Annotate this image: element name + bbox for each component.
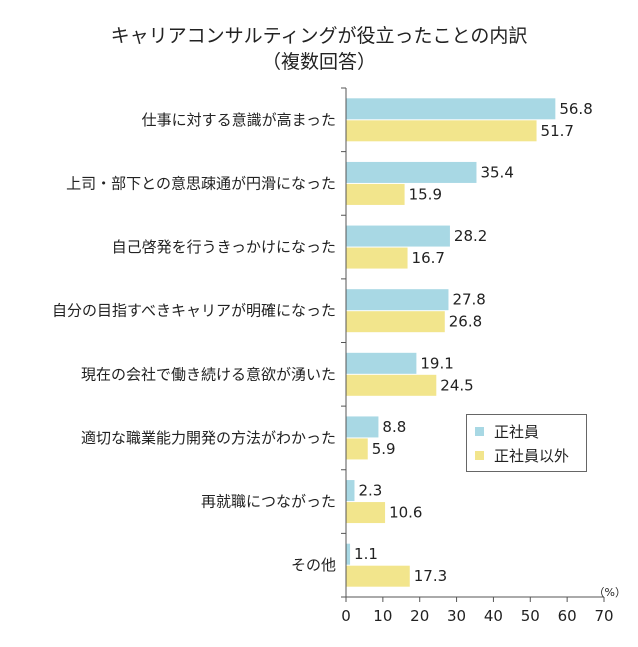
bar-series-1 — [346, 311, 445, 333]
x-tick-label: 20 — [410, 607, 429, 625]
data-label-series-0: 56.8 — [559, 100, 592, 118]
data-label-series-1: 17.3 — [414, 567, 447, 585]
category-label: 自己啓発を行うきっかけになった — [112, 238, 336, 256]
labels-layer: 仕事に対する意識が高まった 56.8 51.7 上司・部下との意思疎通が円滑になった 3… — [52, 100, 626, 625]
x-tick-label: 30 — [447, 607, 466, 625]
bar-series-1 — [346, 565, 410, 587]
bar-series-0 — [346, 480, 355, 502]
bar-series-0 — [346, 98, 556, 120]
category-label: 現在の会社で働き続ける意欲が湧いた — [81, 365, 336, 383]
data-label-series-1: 24.5 — [440, 376, 473, 394]
category-label: 適切な職業能力開発の方法がわかった — [81, 429, 336, 447]
category-label: 自分の目指すべきキャリアが明確になった — [52, 302, 336, 320]
data-label-series-1: 16.7 — [412, 249, 445, 267]
bar-series-1 — [346, 374, 437, 396]
bar-series-0 — [346, 289, 449, 311]
category-label: 上司・部下との意思疎通が円滑になった — [66, 174, 336, 192]
data-label-series-1: 5.9 — [372, 440, 396, 458]
bar-series-1 — [346, 120, 537, 142]
x-tick-label: 60 — [558, 607, 577, 625]
data-label-series-0: 35.4 — [480, 163, 513, 181]
chart-title: キャリアコンサルティングが役立ったことの内訳 — [110, 25, 528, 47]
data-label-series-0: 8.8 — [382, 418, 406, 436]
bar-series-0 — [346, 543, 351, 565]
category-label: 再就職につながった — [201, 493, 336, 511]
bar-series-1 — [346, 502, 386, 524]
x-tick-label: 0 — [341, 607, 351, 625]
bars-layer — [346, 98, 556, 587]
legend-label-series-1: 正社員以外 — [494, 446, 570, 465]
legend-label-series-0: 正社員 — [494, 422, 540, 441]
x-tick-label: 70 — [594, 607, 613, 625]
x-axis-unit-label: （%） — [594, 586, 626, 599]
legend: 正社員 正社員以外 — [466, 414, 587, 472]
bar-series-1 — [346, 247, 408, 269]
category-label: 仕事に対する意識が高まった — [142, 111, 336, 129]
x-tick-label: 10 — [373, 607, 392, 625]
bar-series-0 — [346, 161, 477, 183]
data-label-series-0: 27.8 — [452, 291, 485, 309]
data-label-series-1: 10.6 — [389, 504, 422, 522]
bar-series-1 — [346, 183, 405, 205]
bar-series-1 — [346, 438, 368, 460]
data-label-series-1: 15.9 — [409, 185, 442, 203]
legend-swatch-series-1 — [475, 450, 484, 460]
bar-series-0 — [346, 416, 379, 438]
bar-series-0 — [346, 352, 417, 374]
legend-item-series-1: 正社員以外 — [475, 445, 569, 465]
category-label: その他 — [291, 556, 336, 574]
data-label-series-0: 1.1 — [354, 545, 378, 563]
x-tick-label: 40 — [484, 607, 503, 625]
data-label-series-0: 19.1 — [420, 354, 453, 372]
chart-subtitle: （複数回答） — [261, 51, 376, 73]
legend-swatch-series-0 — [475, 426, 484, 436]
data-label-series-1: 26.8 — [449, 313, 482, 331]
data-label-series-1: 51.7 — [541, 122, 574, 140]
bar-series-0 — [346, 225, 450, 247]
axis-layer — [341, 87, 605, 602]
data-label-series-0: 2.3 — [358, 482, 382, 500]
x-tick-label: 50 — [521, 607, 540, 625]
legend-item-series-0: 正社員 — [475, 421, 539, 441]
data-label-series-0: 28.2 — [454, 227, 487, 245]
